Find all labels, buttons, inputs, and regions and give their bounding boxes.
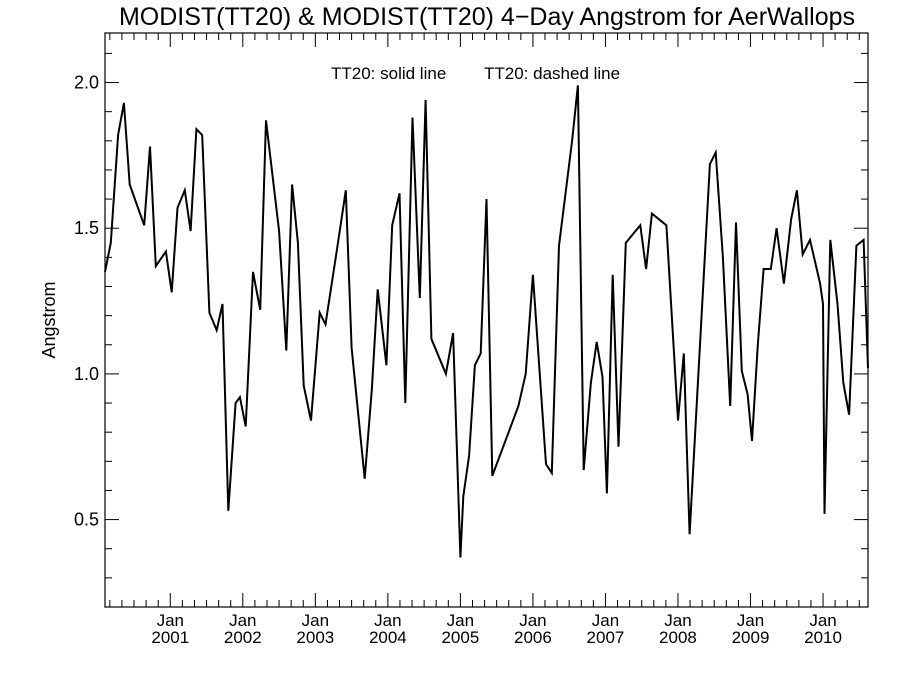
x-tick-year-label: 2010 <box>804 628 842 647</box>
series-layer <box>104 85 869 558</box>
x-tick-year-label: 2005 <box>441 628 479 647</box>
y-tick-label: 2.0 <box>74 73 99 93</box>
series-line-solid <box>104 85 869 558</box>
x-tick-month-label: Jan <box>519 611 546 630</box>
x-tick-year-label: 2002 <box>224 628 262 647</box>
x-tick-year-label: 2001 <box>151 628 189 647</box>
x-tick-month-label: Jan <box>374 611 401 630</box>
x-axis: Jan2001Jan2002Jan2003Jan2004Jan2005Jan20… <box>109 33 860 647</box>
x-tick-month-label: Jan <box>809 611 836 630</box>
solid-line-annotation: TT20: solid line <box>331 64 446 83</box>
x-tick-year-label: 2003 <box>296 628 334 647</box>
x-tick-month-label: Jan <box>737 611 764 630</box>
y-tick-label: 1.5 <box>74 218 99 238</box>
x-tick-month-label: Jan <box>447 611 474 630</box>
y-axis-label: Angstrom <box>39 281 59 358</box>
plot-frame <box>104 32 869 608</box>
x-tick-month-label: Jan <box>157 611 184 630</box>
x-tick-year-label: 2008 <box>659 628 697 647</box>
x-tick-year-label: 2007 <box>587 628 625 647</box>
x-tick-year-label: 2004 <box>369 628 407 647</box>
y-tick-label: 1.0 <box>74 364 99 384</box>
x-tick-year-label: 2009 <box>732 628 770 647</box>
x-tick-month-label: Jan <box>592 611 619 630</box>
x-tick-month-label: Jan <box>302 611 329 630</box>
chart-title: MODIST(TT20) & MODIST(TT20) 4−Day Angstr… <box>119 3 855 31</box>
x-tick-year-label: 2006 <box>514 628 552 647</box>
y-tick-label: 0.5 <box>74 510 99 530</box>
dashed-line-annotation: TT20: dashed line <box>484 64 620 83</box>
x-tick-month-label: Jan <box>664 611 691 630</box>
x-tick-month-label: Jan <box>229 611 256 630</box>
y-axis: 0.5 1.0 1.5 2.0 <box>74 52 868 608</box>
